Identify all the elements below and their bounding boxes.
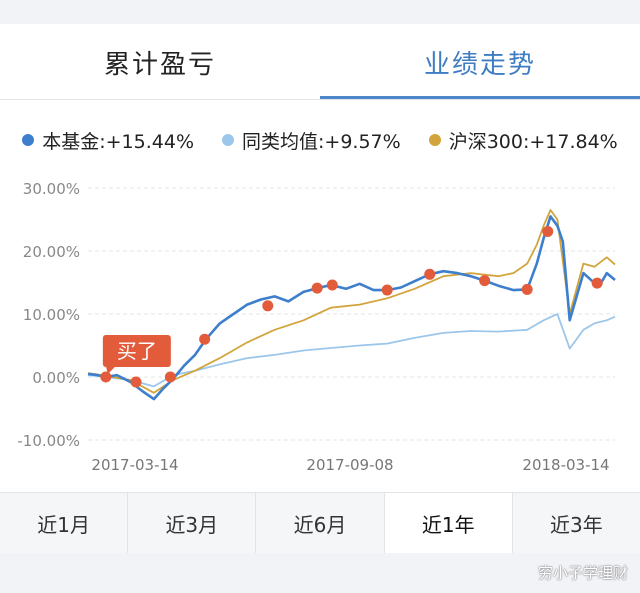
y-tick-label: 0.00% — [32, 369, 80, 387]
legend-label-csi300: 沪深300:+17.84% — [448, 130, 618, 153]
y-tick-label: 30.00% — [23, 180, 80, 198]
period-selector: 近1月 近3月 近6月 近1年 近3年 — [0, 492, 640, 554]
buy-marker — [199, 333, 211, 345]
buy-marker — [164, 371, 176, 383]
series-line-csi300 — [87, 209, 616, 394]
x-axis-labels: 2017-03-14 2017-09-08 2018-03-14 — [91, 456, 609, 474]
buy-marker — [262, 300, 274, 312]
buy-marker — [591, 277, 603, 289]
buy-marker — [100, 371, 112, 383]
annotation-pointer — [105, 366, 116, 374]
period-3-months[interactable]: 近3月 — [128, 493, 257, 553]
x-tick-label: 2018-03-14 — [522, 456, 609, 474]
legend-dot-csi300 — [428, 134, 441, 146]
buy-marker — [326, 279, 338, 291]
y-tick-label: -10.00% — [17, 432, 80, 450]
performance-chart[interactable]: 30.00% 20.00% 10.00% 0.00% -10.00% 2017-03-1… — [0, 170, 640, 480]
annotation-box — [102, 335, 171, 367]
legend-item-fund: 本基金:+15.44% — [22, 127, 194, 154]
series-line-fund — [87, 215, 616, 401]
tab-cumulative-pnl[interactable]: 累计盈亏 — [103, 49, 216, 80]
buy-marker — [381, 284, 393, 296]
buy-marker — [479, 275, 491, 287]
period-3-years[interactable]: 近3年 — [550, 512, 603, 537]
x-tick-label: 2017-09-08 — [306, 456, 393, 474]
y-axis-labels: 30.00% 20.00% 10.00% 0.00% -10.00% — [17, 180, 80, 450]
tabs-divider — [0, 99, 640, 100]
tab-performance-trend[interactable]: 业绩走势 — [320, 24, 640, 100]
legend-label-fund: 本基金:+15.44% — [42, 130, 195, 153]
y-tick-label: 10.00% — [23, 306, 80, 324]
chart-series — [87, 209, 616, 401]
period-6-months[interactable]: 近6月 — [256, 493, 385, 553]
chart-grid — [88, 187, 615, 441]
y-tick-label: 20.00% — [23, 243, 80, 261]
legend-label-peer-average: 同类均值:+9.57% — [242, 130, 401, 153]
legend-dot-fund — [22, 134, 35, 146]
x-tick-label: 2017-03-14 — [91, 456, 178, 474]
period-1-year[interactable]: 近1年 — [384, 493, 513, 553]
buy-markers — [100, 225, 603, 388]
buy-marker — [424, 268, 436, 280]
buy-annotation: 买了 — [102, 335, 171, 374]
buy-marker — [521, 283, 533, 295]
top-band — [0, 0, 640, 24]
buy-marker — [542, 225, 554, 237]
watermark: 穷小子学理财 — [537, 564, 628, 582]
chart-legend: 本基金:+15.44% 同类均值:+9.57% 沪深300:+17.84% — [0, 120, 640, 160]
bottom-band — [0, 553, 640, 593]
tab-bar: 累计盈亏 业绩走势 — [0, 24, 640, 100]
legend-item-peer-average: 同类均值:+9.57% — [222, 127, 401, 154]
period-1-month[interactable]: 近1月 — [0, 493, 129, 553]
legend-dot-peer-average — [222, 134, 235, 146]
annotation-label: 买了 — [117, 339, 157, 363]
legend-item-csi300: 沪深300:+17.84% — [428, 127, 618, 154]
buy-marker — [130, 376, 142, 388]
buy-marker — [311, 282, 323, 294]
